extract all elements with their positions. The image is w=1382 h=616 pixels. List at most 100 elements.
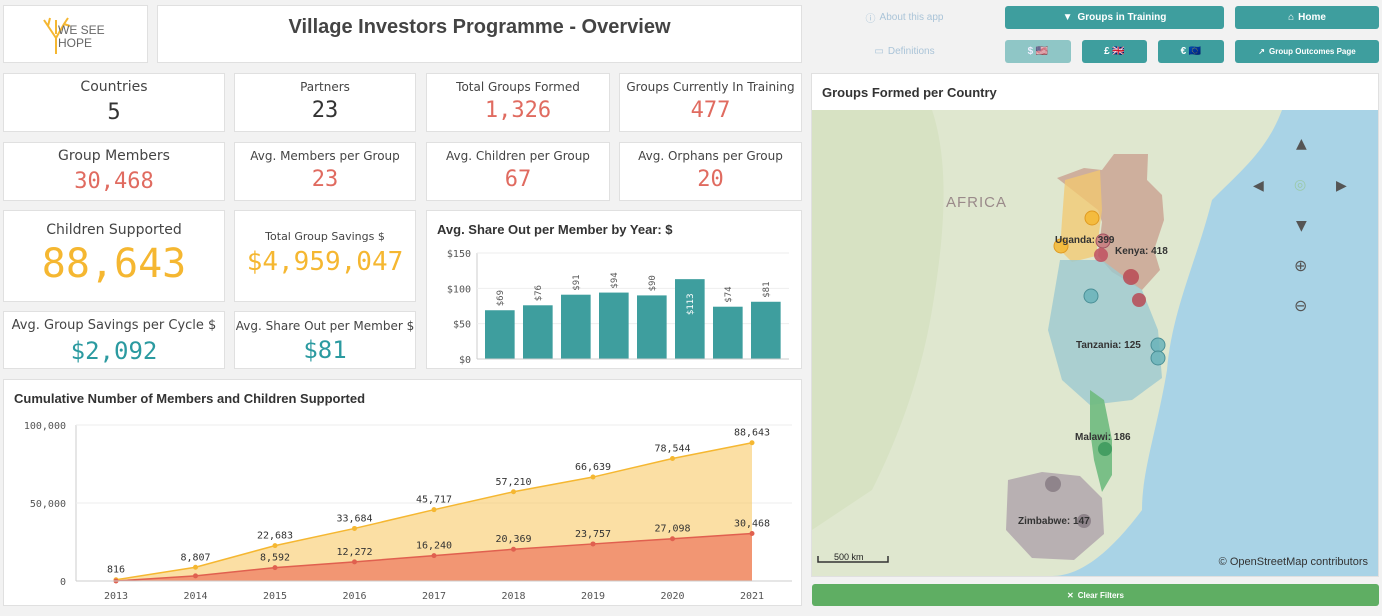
definitions-button[interactable]: ▭ Definitions	[812, 40, 997, 63]
data-point[interactable]	[193, 564, 198, 570]
data-point[interactable]	[431, 507, 437, 513]
eur-button[interactable]: € 🇪🇺	[1158, 40, 1224, 63]
svg-text:500 km: 500 km	[834, 552, 864, 562]
pan-left-icon[interactable]: ◀	[1253, 178, 1264, 194]
bar[interactable]	[485, 310, 515, 359]
map-marker[interactable]	[1132, 293, 1146, 307]
country-label-tanzania: Tanzania: 125	[1076, 340, 1141, 351]
data-label: 20,369	[495, 534, 531, 545]
home-icon: ⌂	[1288, 12, 1295, 23]
data-point[interactable]	[749, 530, 755, 536]
fingerprint-icon[interactable]: ◎	[1294, 177, 1307, 193]
bar-value-label: $74	[724, 286, 734, 302]
data-label: 8,807	[180, 552, 210, 563]
x-tick-label: 2017	[422, 591, 446, 602]
map-marker[interactable]	[1095, 233, 1111, 249]
kpi-avg-children: Avg. Children per Group 67	[426, 142, 610, 201]
map-marker[interactable]	[1123, 269, 1139, 285]
pan-up-icon[interactable]: ▲	[1296, 136, 1307, 152]
kpi-children: Children Supported 88,643	[3, 210, 225, 302]
data-point[interactable]	[272, 565, 278, 571]
map-attribution[interactable]: © OpenStreetMap contributors	[1219, 556, 1369, 568]
y-tick-label: $100	[447, 284, 471, 295]
info-icon: ⓘ	[865, 14, 876, 25]
data-point[interactable]	[511, 489, 516, 495]
zimbabwe-region[interactable]	[1006, 472, 1104, 560]
bar[interactable]	[675, 279, 705, 359]
data-label: 22,683	[257, 531, 293, 542]
area-chart[interactable]: 100,000 50,000 0 816 8,807 22,683 33,684 45,717…	[4, 380, 803, 607]
shareout-bar-chart-card: Avg. Share Out per Member by Year: $ $15…	[426, 210, 802, 369]
clear-filters-button[interactable]: ✕ Clear Filters	[812, 584, 1379, 606]
x-tick-label: 2020	[660, 591, 684, 602]
scale-bar: 500 km	[817, 552, 889, 563]
clear-filter-icon: ✕	[1067, 590, 1074, 600]
map-marker[interactable]	[1098, 442, 1112, 456]
gbp-button[interactable]: £ 🇬🇧	[1082, 40, 1147, 63]
pan-down-icon[interactable]: ▼	[1296, 218, 1307, 234]
data-point[interactable]	[670, 536, 675, 542]
usd-button[interactable]: $ 🇺🇸	[1005, 40, 1071, 63]
uganda-region[interactable]	[1060, 170, 1102, 262]
data-label: 88,643	[734, 428, 770, 439]
y-tick-label: $0	[459, 355, 471, 366]
bar-value-label: $81	[762, 281, 772, 297]
kpi-avg-shareout: Avg. Share Out per Member $ $81	[234, 311, 416, 369]
chart-title: Avg. Share Out per Member by Year: $	[437, 222, 673, 237]
map-marker[interactable]	[1084, 210, 1100, 226]
data-point[interactable]	[670, 455, 675, 461]
x-tick-label: 2021	[740, 591, 764, 602]
data-point[interactable]	[590, 541, 596, 547]
malawi-region[interactable]	[1090, 390, 1112, 492]
book-icon: ▭	[874, 46, 884, 57]
about-button[interactable]: ⓘ About this app	[812, 6, 997, 29]
kpi-groups-training: Groups Currently In Training 477	[619, 73, 802, 132]
bar[interactable]	[713, 306, 743, 359]
data-point[interactable]	[590, 474, 596, 480]
data-point[interactable]	[749, 440, 755, 446]
bar-value-label: $113	[686, 293, 696, 315]
cumulative-area-chart-card: Cumulative Number of Members and Childre…	[3, 379, 802, 606]
bar[interactable]	[523, 305, 553, 359]
data-point[interactable]	[193, 573, 198, 579]
bar[interactable]	[561, 294, 591, 359]
logo-text: WE SEE HOPE	[58, 23, 105, 50]
map-marker[interactable]	[1045, 476, 1061, 492]
data-point[interactable]	[352, 559, 357, 565]
groups-in-training-button[interactable]: ▼ Groups in Training	[1005, 6, 1224, 29]
filter-icon: ▼	[1062, 12, 1073, 23]
map-marker[interactable]	[1094, 248, 1108, 262]
pan-right-icon[interactable]: ▶	[1336, 178, 1347, 194]
data-point[interactable]	[272, 543, 278, 549]
data-label: 8,592	[260, 553, 290, 564]
page-title: Village Investors Programme - Overview	[288, 16, 671, 38]
x-tick-label: 2019	[581, 591, 605, 602]
bar-chart[interactable]: $150 $100 $50 $0 $69 $76 $91 $94 $90 $113 $74 $81	[427, 211, 803, 370]
zoom-out-icon[interactable]: ⊖	[1294, 296, 1308, 315]
map-marker[interactable]	[1150, 337, 1166, 353]
map-marker[interactable]	[1083, 288, 1099, 304]
bar[interactable]	[599, 292, 629, 359]
kpi-groups-formed: Total Groups Formed 1,326	[426, 73, 610, 132]
data-point[interactable]	[431, 553, 437, 559]
tree-icon	[43, 17, 71, 54]
bar[interactable]	[751, 301, 781, 359]
map-marker[interactable]	[1150, 350, 1166, 366]
home-button[interactable]: ⌂ Home	[1235, 6, 1379, 29]
data-label: 45,717	[416, 495, 452, 506]
zoom-in-icon[interactable]: ⊕	[1294, 256, 1308, 275]
map[interactable]: AFRICA Uganda: 399 Kenya: 418 Tanzania: …	[812, 110, 1378, 576]
map-marker[interactable]	[1053, 238, 1069, 254]
x-tick-label: 2016	[342, 591, 366, 602]
bar[interactable]	[637, 295, 667, 359]
country-label-malawi: Malawi: 186	[1075, 432, 1131, 443]
data-label: 66,639	[575, 462, 611, 473]
group-outcomes-button[interactable]: ↗ Group Outcomes Page	[1235, 40, 1379, 63]
data-point[interactable]	[511, 546, 516, 552]
x-tick-label: 2015	[263, 591, 287, 602]
bar-value-label: $76	[534, 285, 544, 301]
bar-value-label: $91	[572, 274, 582, 290]
data-point[interactable]	[352, 525, 357, 531]
map-marker[interactable]	[1077, 514, 1091, 528]
kpi-avg-savings-cycle: Avg. Group Savings per Cycle $ $2,092	[3, 311, 225, 369]
